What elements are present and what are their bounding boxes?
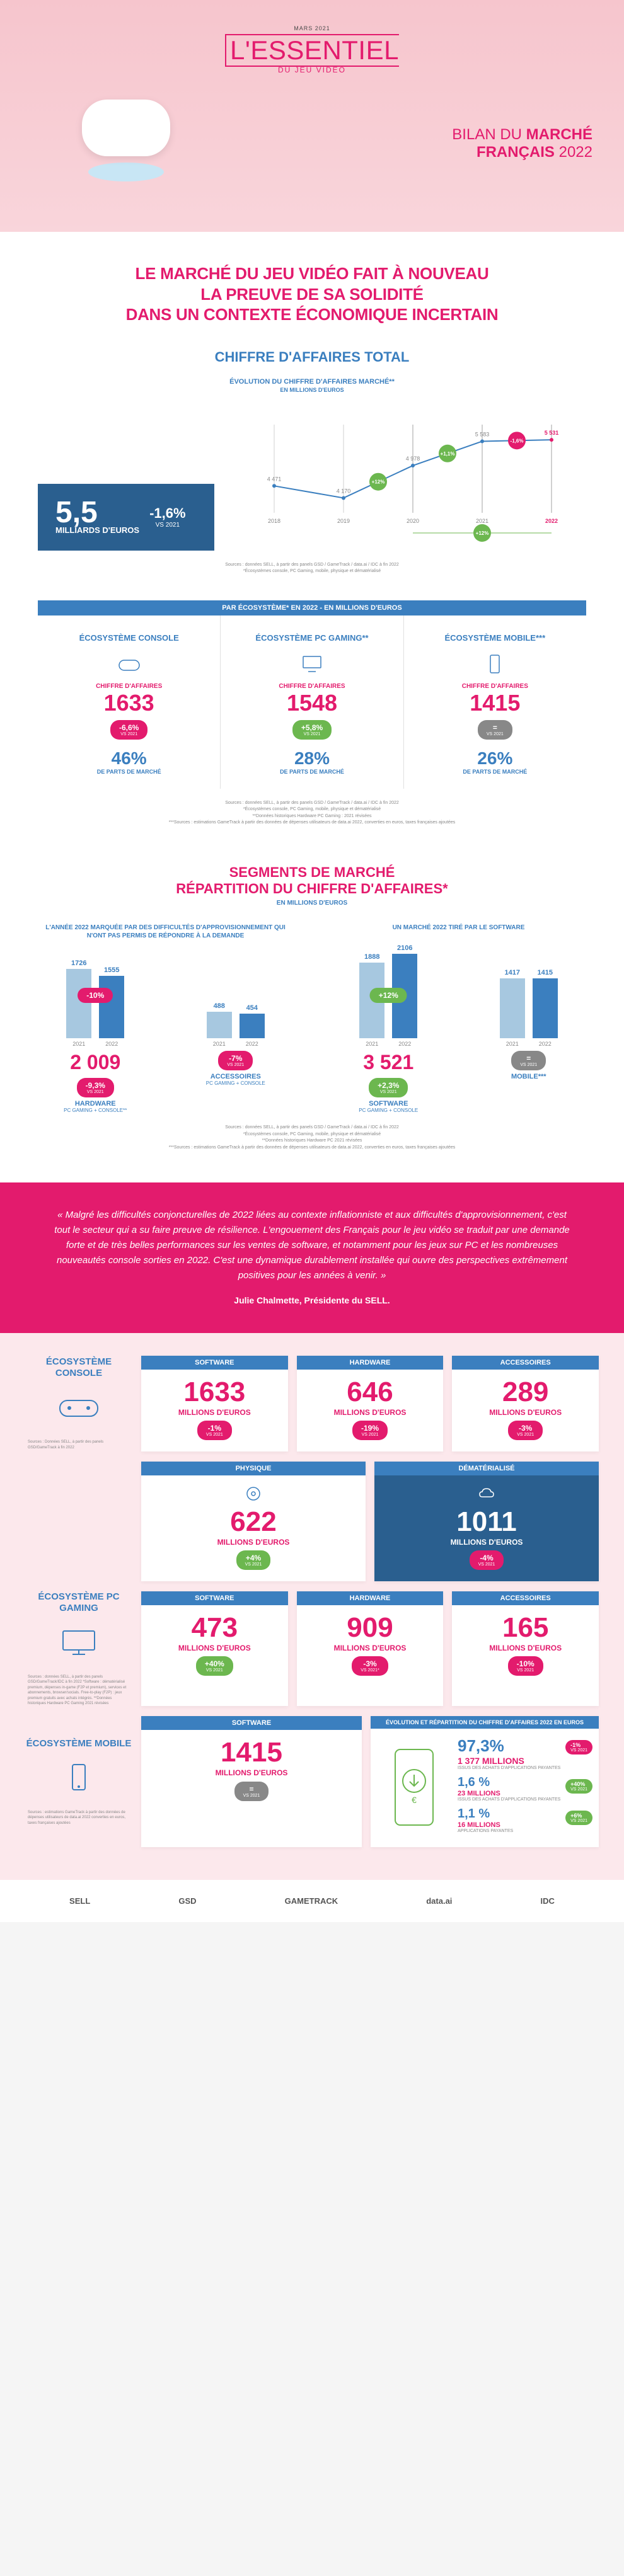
total-revenue-delta: -1,6% — [149, 505, 185, 522]
hero-illustration — [32, 87, 221, 200]
segment-block: 4882021 4542022 -7%VS 2021 ACCESSOIRESPC… — [178, 953, 294, 1113]
svg-text:4 471: 4 471 — [267, 476, 282, 482]
partner-logo: GSD — [178, 1896, 196, 1906]
detail-card: SOFTWARE 1633 MILLIONS D'EUROS -1%VS 202… — [141, 1356, 288, 1451]
logo-sub: DU JEU VIDÉO — [32, 66, 592, 74]
eco-delta-badge: +5,8%VS 2021 — [292, 720, 332, 740]
svg-text:€: € — [412, 1795, 417, 1805]
disc-icon — [244, 1484, 263, 1503]
monitor-icon — [299, 651, 325, 677]
logo-date: MARS 2021 — [32, 25, 592, 31]
svg-text:+12%: +12% — [476, 530, 489, 536]
mobile-stat: 97,3% 1 377 MILLIONS ISSUS DES ACHATS D'… — [458, 1736, 590, 1770]
quote-text: « Malgré les difficultés conjoncturelles… — [54, 1210, 570, 1281]
mobile-icon — [482, 651, 507, 677]
mobile-stat-badge: +6%VS 2021 — [565, 1811, 592, 1825]
mobile-breakdown: ÉVOLUTION ET RÉPARTITION DU CHIFFRE D'AF… — [371, 1716, 599, 1847]
total-revenue-value: 5,5 — [55, 499, 139, 526]
partner-logo: IDC — [541, 1896, 555, 1906]
segment-header-right: UN MARCHÉ 2022 TIRÉ PAR LE SOFTWARE — [331, 924, 586, 942]
subtitle-total: CHIFFRE D'AFFAIRES TOTAL — [38, 349, 586, 365]
logo: MARS 2021 L'ESSENTIEL DU JEU VIDÉO — [32, 25, 592, 74]
detail-card: HARDWARE 646 MILLIONS D'EUROS -19%VS 202… — [297, 1356, 444, 1451]
eco-cell: ÉCOSYSTÈME MOBILE*** CHIFFRE D'AFFAIRES … — [404, 615, 586, 789]
section-ecosystems-detail: ÉCOSYSTÈME CONSOLE Sources : Données SEL… — [0, 1333, 624, 1880]
controller-icon — [57, 1388, 101, 1426]
segments-title: SEGMENTS DE MARCHÉ RÉPARTITION DU CHIFFR… — [38, 864, 586, 908]
mobile-stat-badge: +40%VS 2021 — [565, 1779, 592, 1794]
quote-block: « Malgré les difficultés conjoncturelles… — [0, 1182, 624, 1332]
mobile-side: ÉCOSYSTÈME MOBILE Sources : estimations … — [25, 1716, 132, 1847]
footer-logos: SELL GSD GAMETRACK data.ai IDC — [0, 1880, 624, 1922]
mobile-stat-badge: -1%VS 2021 — [565, 1740, 592, 1755]
total-revenue-box: 5,5 MILLIARDS D'EUROS -1,6% VS 2021 — [38, 484, 214, 550]
detail-delta-badge: -1%VS 2021 — [197, 1421, 232, 1440]
eco-cell: ÉCOSYSTÈME CONSOLE CHIFFRE D'AFFAIRES 16… — [38, 615, 221, 789]
section-segments: SEGMENTS DE MARCHÉ RÉPARTITION DU CHIFFR… — [0, 852, 624, 1183]
chart-caption: ÉVOLUTION DU CHIFFRE D'AFFAIRES MARCHÉ**… — [38, 378, 586, 393]
svg-text:+1,1%: +1,1% — [441, 450, 455, 456]
controller-icon — [117, 651, 142, 677]
svg-text:2022: 2022 — [545, 518, 558, 524]
svg-text:4 978: 4 978 — [406, 455, 420, 462]
partner-logo: SELL — [69, 1896, 90, 1906]
segment-block: -10% 17262021 15552022 2 009 -9,3%VS 202… — [38, 953, 153, 1113]
mobile-stat: 1,6 % 23 MILLIONS ISSUS DES ACHATS D'APP… — [458, 1775, 590, 1802]
detail-card: ACCESSOIRES 289 MILLIONS D'EUROS -3%VS 2… — [452, 1356, 599, 1451]
detail-delta-badge: -19%VS 2021 — [352, 1421, 388, 1440]
quote-author: Julie Chalmette, Présidente du SELL. — [50, 1293, 574, 1307]
segment-delta-badge: =VS 2021 — [511, 1051, 546, 1070]
segment-delta-badge: -7%VS 2021 — [218, 1051, 253, 1070]
detail-delta-badge: +4%VS 2021 — [236, 1550, 271, 1570]
detail-delta-badge: -3%VS 2021* — [352, 1656, 388, 1676]
svg-text:5 531: 5 531 — [545, 430, 559, 436]
detail-card: SOFTWARE 473 MILLIONS D'EUROS +40%VS 202… — [141, 1591, 288, 1706]
detail-delta-badge: +40%VS 2021 — [196, 1656, 233, 1676]
detail-card: ACCESSOIRES 165 MILLIONS D'EUROS -10%VS … — [452, 1591, 599, 1706]
svg-text:-1,6%: -1,6% — [511, 438, 524, 444]
eco-delta-badge: =VS 2021 — [478, 720, 512, 740]
partner-logo: GAMETRACK — [285, 1896, 338, 1906]
svg-text:2021: 2021 — [476, 518, 488, 524]
logo-main: L'ESSENTIEL — [32, 34, 592, 67]
svg-text:2020: 2020 — [407, 518, 419, 524]
console-side: ÉCOSYSTÈME CONSOLE Sources : Données SEL… — [25, 1356, 132, 1451]
headline: LE MARCHÉ DU JEU VIDÉO FAIT À NOUVEAU LA… — [38, 263, 586, 325]
detail-card: DÉMATÉRIALISÉ 1011 MILLIONS D'EUROS -4%V… — [374, 1462, 599, 1581]
footnote-3: Sources : données SELL, à partir des pan… — [38, 1125, 586, 1151]
detail-delta-badge: -3%VS 2021 — [508, 1421, 543, 1440]
header: MARS 2021 L'ESSENTIEL DU JEU VIDÉO BILAN… — [0, 0, 624, 232]
eco-delta-badge: -6,6%VS 2021 — [110, 720, 147, 740]
phone-download-icon: € — [379, 1743, 449, 1831]
segment-delta-badge: +2,3%VS 2021 — [369, 1078, 408, 1097]
monitor-icon — [57, 1623, 101, 1661]
eco-cell: ÉCOSYSTÈME PC GAMING** CHIFFRE D'AFFAIRE… — [221, 615, 403, 789]
mobile-delta-badge: =VS 2021 — [234, 1782, 269, 1801]
report-title: BILAN DU MARCHÉ FRANÇAIS 2022 — [452, 126, 592, 161]
svg-text:2019: 2019 — [337, 518, 350, 524]
segment-header-left: L'ANNÉE 2022 MARQUÉE PAR DES DIFFICULTÉS… — [38, 924, 293, 942]
mobile-icon — [57, 1758, 101, 1796]
revenue-line-chart: 4 471 4 170 4 978 5 583 5 531 2018 2019 2020 202… — [240, 412, 586, 551]
detail-delta-badge: -10%VS 2021 — [508, 1656, 543, 1676]
svg-text:+12%: +12% — [372, 479, 385, 484]
mobile-stat: 1,1 % 16 MILLIONS APPLICATIONS PAYANTES … — [458, 1807, 590, 1833]
detail-card: PHYSIQUE 622 MILLIONS D'EUROS +4%VS 2021 — [141, 1462, 366, 1581]
cloud-icon — [477, 1484, 496, 1503]
footnote-2: Sources : données SELL, à partir des pan… — [38, 800, 586, 827]
segment-block: 14172021 14152022 =VS 2021 MOBILE*** — [471, 953, 587, 1113]
segment-block: +12% 18882021 21062022 3 521 +2,3%VS 202… — [331, 953, 446, 1113]
partner-logo: data.ai — [426, 1896, 452, 1906]
pc-side: ÉCOSYSTÈME PC GAMING Sources : données S… — [25, 1591, 132, 1706]
svg-text:2018: 2018 — [268, 518, 280, 524]
svg-text:4 170: 4 170 — [337, 488, 351, 494]
detail-delta-badge: -4%VS 2021 — [470, 1550, 504, 1570]
footnote-1: Sources : données SELL, à partir des pan… — [38, 562, 586, 575]
mobile-software-card: SOFTWARE 1415 MILLIONS D'EUROS =VS 2021 — [141, 1716, 362, 1847]
svg-text:5 583: 5 583 — [475, 431, 490, 437]
detail-card: HARDWARE 909 MILLIONS D'EUROS -3%VS 2021… — [297, 1591, 444, 1706]
segment-delta-badge: -9,3%VS 2021 — [77, 1078, 114, 1097]
section-total-revenue: LE MARCHÉ DU JEU VIDÉO FAIT À NOUVEAU LA… — [0, 232, 624, 852]
by-ecosystem-title: PAR ÉCOSYSTÈME* EN 2022 - EN MILLIONS D'… — [38, 600, 586, 615]
